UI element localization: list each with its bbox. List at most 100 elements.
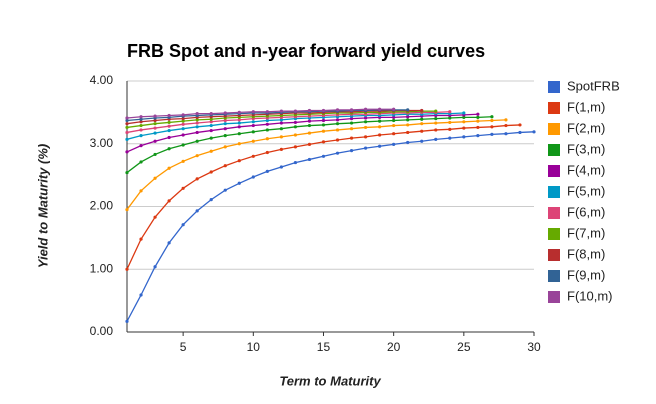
series-line bbox=[126, 111, 450, 134]
data-point bbox=[307, 123, 312, 128]
data-point bbox=[321, 140, 326, 144]
data-point bbox=[181, 143, 185, 147]
data-point bbox=[321, 154, 326, 158]
legend-label: F(5,m) bbox=[567, 183, 605, 198]
legend-label: F(2,m) bbox=[567, 120, 605, 135]
data-point bbox=[321, 108, 326, 113]
data-point bbox=[476, 125, 480, 130]
data-point bbox=[406, 118, 410, 122]
data-point bbox=[265, 110, 269, 114]
data-point bbox=[434, 128, 438, 132]
data-point bbox=[279, 165, 283, 169]
data-point bbox=[293, 160, 298, 165]
y-tick-label: 0.00 bbox=[90, 324, 114, 338]
data-point bbox=[349, 136, 354, 140]
data-point bbox=[279, 147, 283, 151]
data-point bbox=[476, 115, 480, 119]
data-point bbox=[223, 164, 227, 168]
data-point bbox=[448, 120, 452, 125]
data-point bbox=[265, 122, 269, 126]
data-point bbox=[223, 133, 227, 138]
data-point bbox=[321, 118, 326, 123]
series-line bbox=[126, 109, 422, 125]
x-tick-label: 15 bbox=[317, 340, 331, 354]
legend-swatch bbox=[548, 144, 560, 156]
data-point bbox=[237, 181, 241, 185]
data-point bbox=[167, 124, 171, 128]
legend-swatch bbox=[548, 207, 560, 219]
data-point bbox=[125, 118, 129, 123]
legend-swatch bbox=[548, 186, 560, 198]
data-point bbox=[279, 109, 283, 113]
y-tick-label: 2.00 bbox=[90, 199, 114, 213]
data-point bbox=[125, 122, 129, 126]
data-point bbox=[167, 241, 171, 245]
data-point bbox=[195, 139, 199, 143]
data-point bbox=[209, 117, 213, 121]
data-point bbox=[462, 135, 466, 139]
data-point bbox=[195, 112, 199, 116]
data-point bbox=[237, 159, 241, 163]
data-point bbox=[223, 145, 227, 149]
data-point bbox=[153, 139, 157, 143]
data-point bbox=[378, 133, 382, 137]
data-point bbox=[392, 107, 396, 111]
legend-swatch bbox=[548, 165, 560, 177]
x-tick-label: 25 bbox=[457, 340, 471, 354]
data-point bbox=[167, 199, 171, 203]
data-point bbox=[223, 188, 227, 192]
data-point bbox=[462, 111, 466, 115]
data-point bbox=[181, 223, 185, 227]
data-point bbox=[476, 133, 480, 138]
data-point bbox=[139, 123, 143, 128]
data-point bbox=[251, 175, 255, 179]
data-point bbox=[265, 118, 269, 123]
data-point bbox=[307, 119, 312, 123]
data-point bbox=[181, 122, 185, 126]
data-point bbox=[392, 118, 396, 123]
x-tick-label: 20 bbox=[387, 340, 401, 354]
data-point bbox=[209, 128, 213, 133]
data-point bbox=[321, 123, 326, 127]
data-point bbox=[378, 144, 382, 148]
data-point bbox=[448, 136, 452, 140]
data-point bbox=[265, 128, 269, 132]
data-point bbox=[448, 110, 452, 114]
data-point bbox=[392, 132, 396, 136]
y-tick-label: 4.00 bbox=[90, 73, 114, 87]
data-point bbox=[363, 116, 368, 120]
data-point bbox=[195, 154, 199, 158]
data-point bbox=[251, 130, 255, 134]
data-point bbox=[181, 117, 185, 121]
legend-label: F(10,m) bbox=[567, 288, 613, 303]
legend-swatch bbox=[548, 81, 560, 93]
data-point bbox=[153, 176, 157, 180]
legend-swatch bbox=[548, 123, 560, 135]
data-point bbox=[504, 118, 508, 122]
data-point bbox=[504, 132, 508, 136]
data-point bbox=[363, 135, 368, 139]
data-point bbox=[307, 108, 312, 113]
data-point bbox=[223, 118, 227, 123]
data-point bbox=[125, 150, 129, 154]
data-point bbox=[251, 120, 255, 124]
y-tick-label: 3.00 bbox=[90, 136, 114, 150]
data-point bbox=[139, 120, 143, 124]
data-point bbox=[462, 115, 466, 119]
data-point bbox=[265, 137, 269, 141]
data-point bbox=[223, 111, 227, 115]
data-point bbox=[279, 135, 283, 139]
data-point bbox=[406, 108, 410, 112]
data-point bbox=[406, 130, 410, 135]
data-point bbox=[518, 123, 522, 127]
data-point bbox=[125, 208, 129, 212]
data-point bbox=[125, 137, 129, 141]
data-point bbox=[434, 109, 438, 113]
data-point bbox=[378, 107, 382, 111]
data-point bbox=[490, 118, 494, 123]
data-point bbox=[181, 113, 185, 117]
x-tick-label: 30 bbox=[527, 340, 541, 354]
data-point bbox=[195, 209, 199, 213]
data-point bbox=[335, 138, 340, 142]
data-point bbox=[420, 129, 424, 133]
